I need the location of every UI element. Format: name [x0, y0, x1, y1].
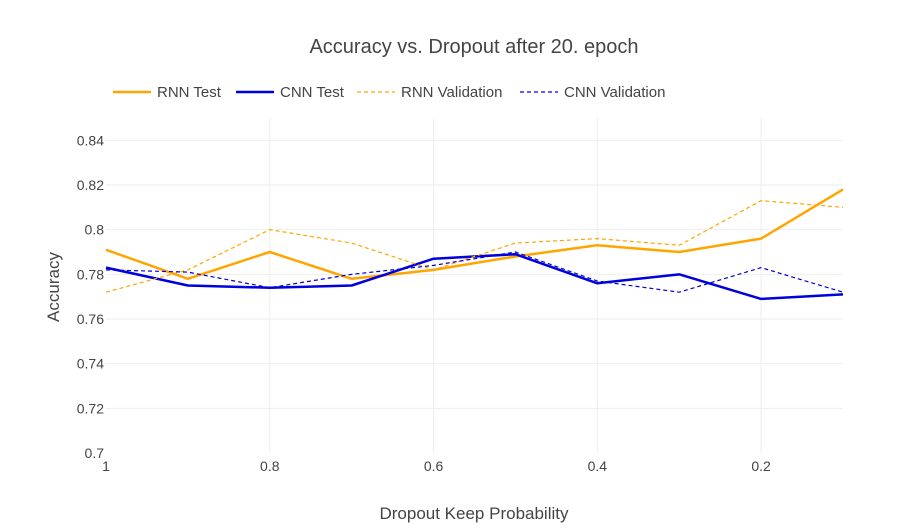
- x-tick-label: 1: [102, 458, 110, 474]
- x-axis-title: Dropout Keep Probability: [379, 504, 569, 523]
- legend-label: RNN Validation: [401, 84, 502, 101]
- legend-item-rnn-validation[interactable]: RNN Validation: [357, 84, 502, 101]
- y-tick-label: 0.82: [77, 177, 104, 193]
- chart-title: Accuracy vs. Dropout after 20. epoch: [309, 36, 638, 58]
- x-tick-label: 0.8: [260, 458, 280, 474]
- y-tick-label: 0.72: [77, 400, 104, 416]
- y-axis-title: Accuracy: [44, 252, 63, 322]
- x-tick-label: 0.4: [588, 458, 608, 474]
- series-line-rnn-test: [105, 188, 844, 281]
- y-axis-ticks: 0.7 0.72 0.74 0.76 0.78 0.8 0.82 0.84: [77, 132, 104, 461]
- x-axis-ticks: 1 0.8 0.6 0.4 0.2: [102, 458, 771, 474]
- y-tick-label: 0.74: [77, 356, 104, 372]
- y-tick-label: 0.8: [85, 222, 105, 238]
- y-tick-label: 0.78: [77, 266, 104, 282]
- series-line-cnn-validation: [105, 251, 844, 293]
- legend-item-rnn-test[interactable]: RNN Test: [113, 84, 222, 101]
- series-line-rnn-validation: [105, 200, 844, 293]
- x-tick-label: 0.6: [424, 458, 444, 474]
- legend[interactable]: RNN Test CNN Test RNN Validation CNN Valida…: [113, 84, 665, 101]
- legend-item-cnn-validation[interactable]: CNN Validation: [520, 84, 665, 101]
- legend-item-cnn-test[interactable]: CNN Test: [236, 84, 345, 101]
- series-lines: [105, 188, 844, 301]
- y-tick-label: 0.84: [77, 132, 104, 148]
- grid: [106, 118, 843, 453]
- legend-label: RNN Test: [157, 84, 222, 101]
- legend-label: CNN Validation: [564, 84, 665, 101]
- legend-label: CNN Test: [280, 84, 345, 101]
- y-tick-label: 0.76: [77, 311, 104, 327]
- x-tick-label: 0.2: [751, 458, 771, 474]
- y-tick-label: 0.7: [85, 445, 105, 461]
